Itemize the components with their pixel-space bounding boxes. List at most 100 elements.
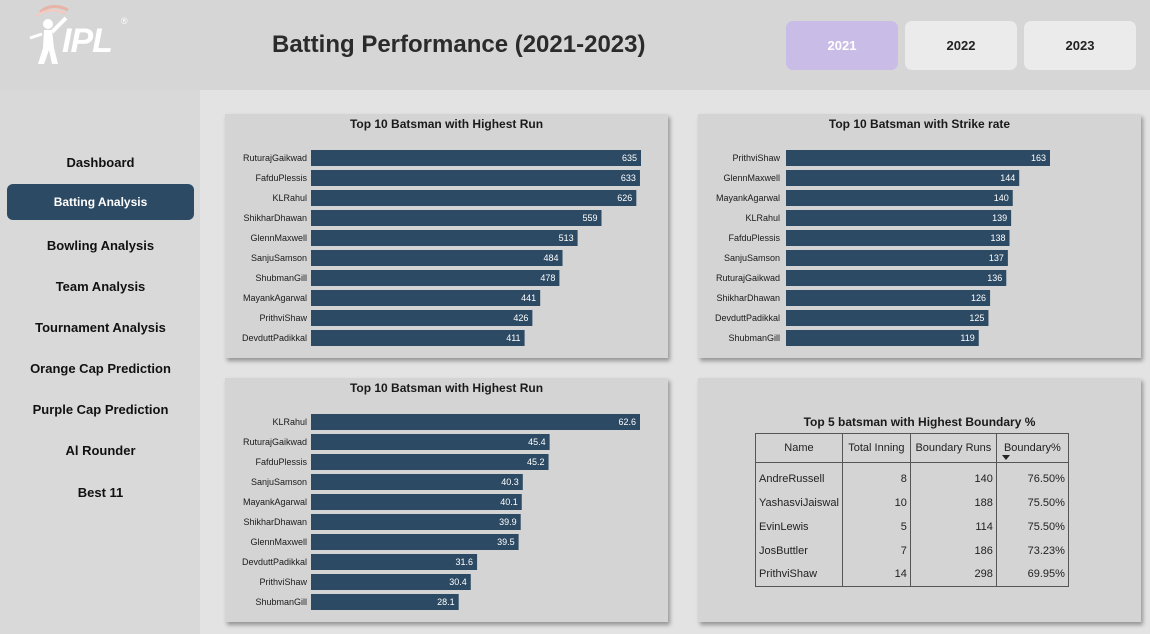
bar-value-label: 138 (990, 233, 1005, 243)
bar[interactable] (786, 150, 1050, 166)
nav-item-purple-cap[interactable]: Purple Cap Prediction (32, 401, 169, 417)
chart-card-highest-run: Top 10 Batsman with Highest Run RuturajG… (225, 114, 668, 358)
cell-total-inning: 14 (841, 562, 911, 587)
bar[interactable] (311, 554, 478, 570)
logo-text: IPL (62, 22, 113, 60)
bar-value-label: 478 (540, 273, 555, 283)
bar-category-label: DevduttPadikkal (242, 333, 307, 343)
cell-total-inning: 5 (841, 514, 911, 539)
bar[interactable] (311, 230, 578, 246)
table-title: Top 5 batsman with Highest Boundary % (803, 415, 1036, 429)
sort-descending-icon[interactable] (1001, 455, 1010, 460)
boundary-table: Name Total Inning Boundary Runs Boundary… (755, 433, 1069, 587)
bar[interactable] (311, 574, 471, 590)
chart-highest-run: RuturajGaikwad 635 FafduPlessis 633 KLRahul 6… (242, 150, 641, 346)
bar[interactable] (786, 230, 1010, 246)
nav-item-bowling-analysis[interactable]: Bowling Analysis (46, 237, 155, 253)
bar-value-label: 28.1 (437, 597, 455, 607)
column-header-boundary-pct[interactable]: Boundary% (995, 433, 1069, 463)
bar[interactable] (786, 330, 979, 346)
bar-category-label: FafduPlessis (255, 457, 307, 467)
bar[interactable] (311, 270, 560, 286)
year-button-2021[interactable]: 2021 (786, 21, 898, 70)
bar-value-label: 31.6 (456, 557, 474, 567)
cell-name: EvinLewis (755, 514, 843, 539)
year-button-2023[interactable]: 2023 (1024, 21, 1136, 70)
bar-category-label: ShikharDhawan (716, 293, 780, 303)
bar-value-label: 426 (513, 313, 528, 323)
bar[interactable] (311, 434, 550, 450)
bar-category-label: GlennMaxwell (723, 173, 780, 183)
table-row[interactable]: JosButtler 7 186 73.23% (755, 538, 1069, 563)
chart-title: Top 10 Batsman with Highest Run (349, 117, 544, 131)
cell-boundary-pct: 75.50% (995, 490, 1069, 515)
column-header-boundary-runs[interactable]: Boundary Runs (909, 433, 997, 463)
bar[interactable] (786, 190, 1013, 206)
table-row[interactable]: YashasviJaiswal 10 188 75.50% (755, 490, 1069, 515)
nav-item-dashboard[interactable]: Dashboard (66, 154, 135, 170)
cell-total-inning: 8 (841, 462, 911, 491)
nav-item-batting-analysis[interactable]: Batting Analysis (7, 184, 194, 220)
bar-value-label: 163 (1031, 153, 1046, 163)
bar[interactable] (311, 474, 523, 490)
cell-boundary-runs: 186 (909, 538, 997, 563)
nav-item-tournament-analysis[interactable]: Tournament Analysis (35, 319, 166, 335)
bar-value-label: 559 (582, 213, 597, 223)
bar[interactable] (311, 310, 533, 326)
chart-title: Top 10 Batsman with Strike rate (828, 117, 1011, 131)
bar[interactable] (311, 494, 522, 510)
table-row[interactable]: EvinLewis 5 114 75.50% (755, 514, 1069, 539)
cell-name: YashasviJaiswal (755, 490, 843, 515)
year-button-2022[interactable]: 2022 (905, 21, 1017, 70)
chart-card-average: Top 10 Batsman with Highest Run KLRahul 6… (225, 378, 668, 622)
bar-category-label: SanjuSamson (724, 253, 780, 263)
bar[interactable] (311, 594, 459, 610)
bar-value-label: 119 (960, 333, 974, 343)
bar[interactable] (311, 290, 541, 306)
bar-value-label: 62.6 (618, 417, 636, 427)
column-header-name[interactable]: Name (755, 433, 843, 463)
table-card-boundary: Top 5 batsman with Highest Boundary % Na… (698, 378, 1141, 622)
bar-value-label: 125 (969, 313, 984, 323)
bar-category-label: KLRahul (272, 417, 307, 427)
bar[interactable] (786, 310, 989, 326)
bar[interactable] (786, 210, 1012, 226)
nav-item-team-analysis[interactable]: Team Analysis (55, 278, 146, 294)
bar[interactable] (311, 150, 641, 166)
bar-category-label: KLRahul (745, 213, 780, 223)
bar-category-label: PrithviShaw (259, 313, 307, 323)
bar[interactable] (786, 290, 991, 306)
bar[interactable] (311, 514, 521, 530)
bar-value-label: 633 (621, 173, 636, 183)
bar-category-label: ShubmanGill (728, 333, 780, 343)
bar[interactable] (311, 210, 602, 226)
bar[interactable] (311, 414, 640, 430)
bar[interactable] (311, 534, 519, 550)
column-header-total-inning[interactable]: Total Inning (841, 433, 911, 463)
bar-value-label: 137 (989, 253, 1004, 263)
bar-category-label: SanjuSamson (251, 477, 307, 487)
bar[interactable] (786, 270, 1007, 286)
bar-value-label: 136 (987, 273, 1002, 283)
bar[interactable] (311, 330, 525, 346)
table-row[interactable]: PrithviShaw 14 298 69.95% (755, 562, 1069, 587)
nav-item-best-11[interactable]: Best 11 (77, 484, 124, 500)
bar[interactable] (786, 170, 1020, 186)
bar-value-label: 139 (992, 213, 1007, 223)
bar-category-label: MayankAgarwal (716, 193, 780, 203)
bar-value-label: 126 (971, 293, 986, 303)
bar-value-label: 513 (559, 233, 574, 243)
cell-name: PrithviShaw (755, 562, 843, 587)
bar-category-label: KLRahul (272, 193, 307, 203)
bar[interactable] (311, 250, 563, 266)
table-row[interactable]: AndreRussell 8 140 76.50% (755, 462, 1069, 491)
bar[interactable] (311, 454, 549, 470)
bar-value-label: 626 (617, 193, 632, 203)
header-bar: IPL ® Batting Performance (2021-2023) 20… (0, 0, 1150, 90)
nav-item-orange-cap[interactable]: Orange Cap Prediction (30, 360, 171, 376)
bar[interactable] (311, 170, 640, 186)
bar[interactable] (786, 250, 1008, 266)
nav-item-all-rounder[interactable]: Al Rounder (65, 442, 136, 458)
bar-value-label: 635 (622, 153, 637, 163)
bar[interactable] (311, 190, 637, 206)
